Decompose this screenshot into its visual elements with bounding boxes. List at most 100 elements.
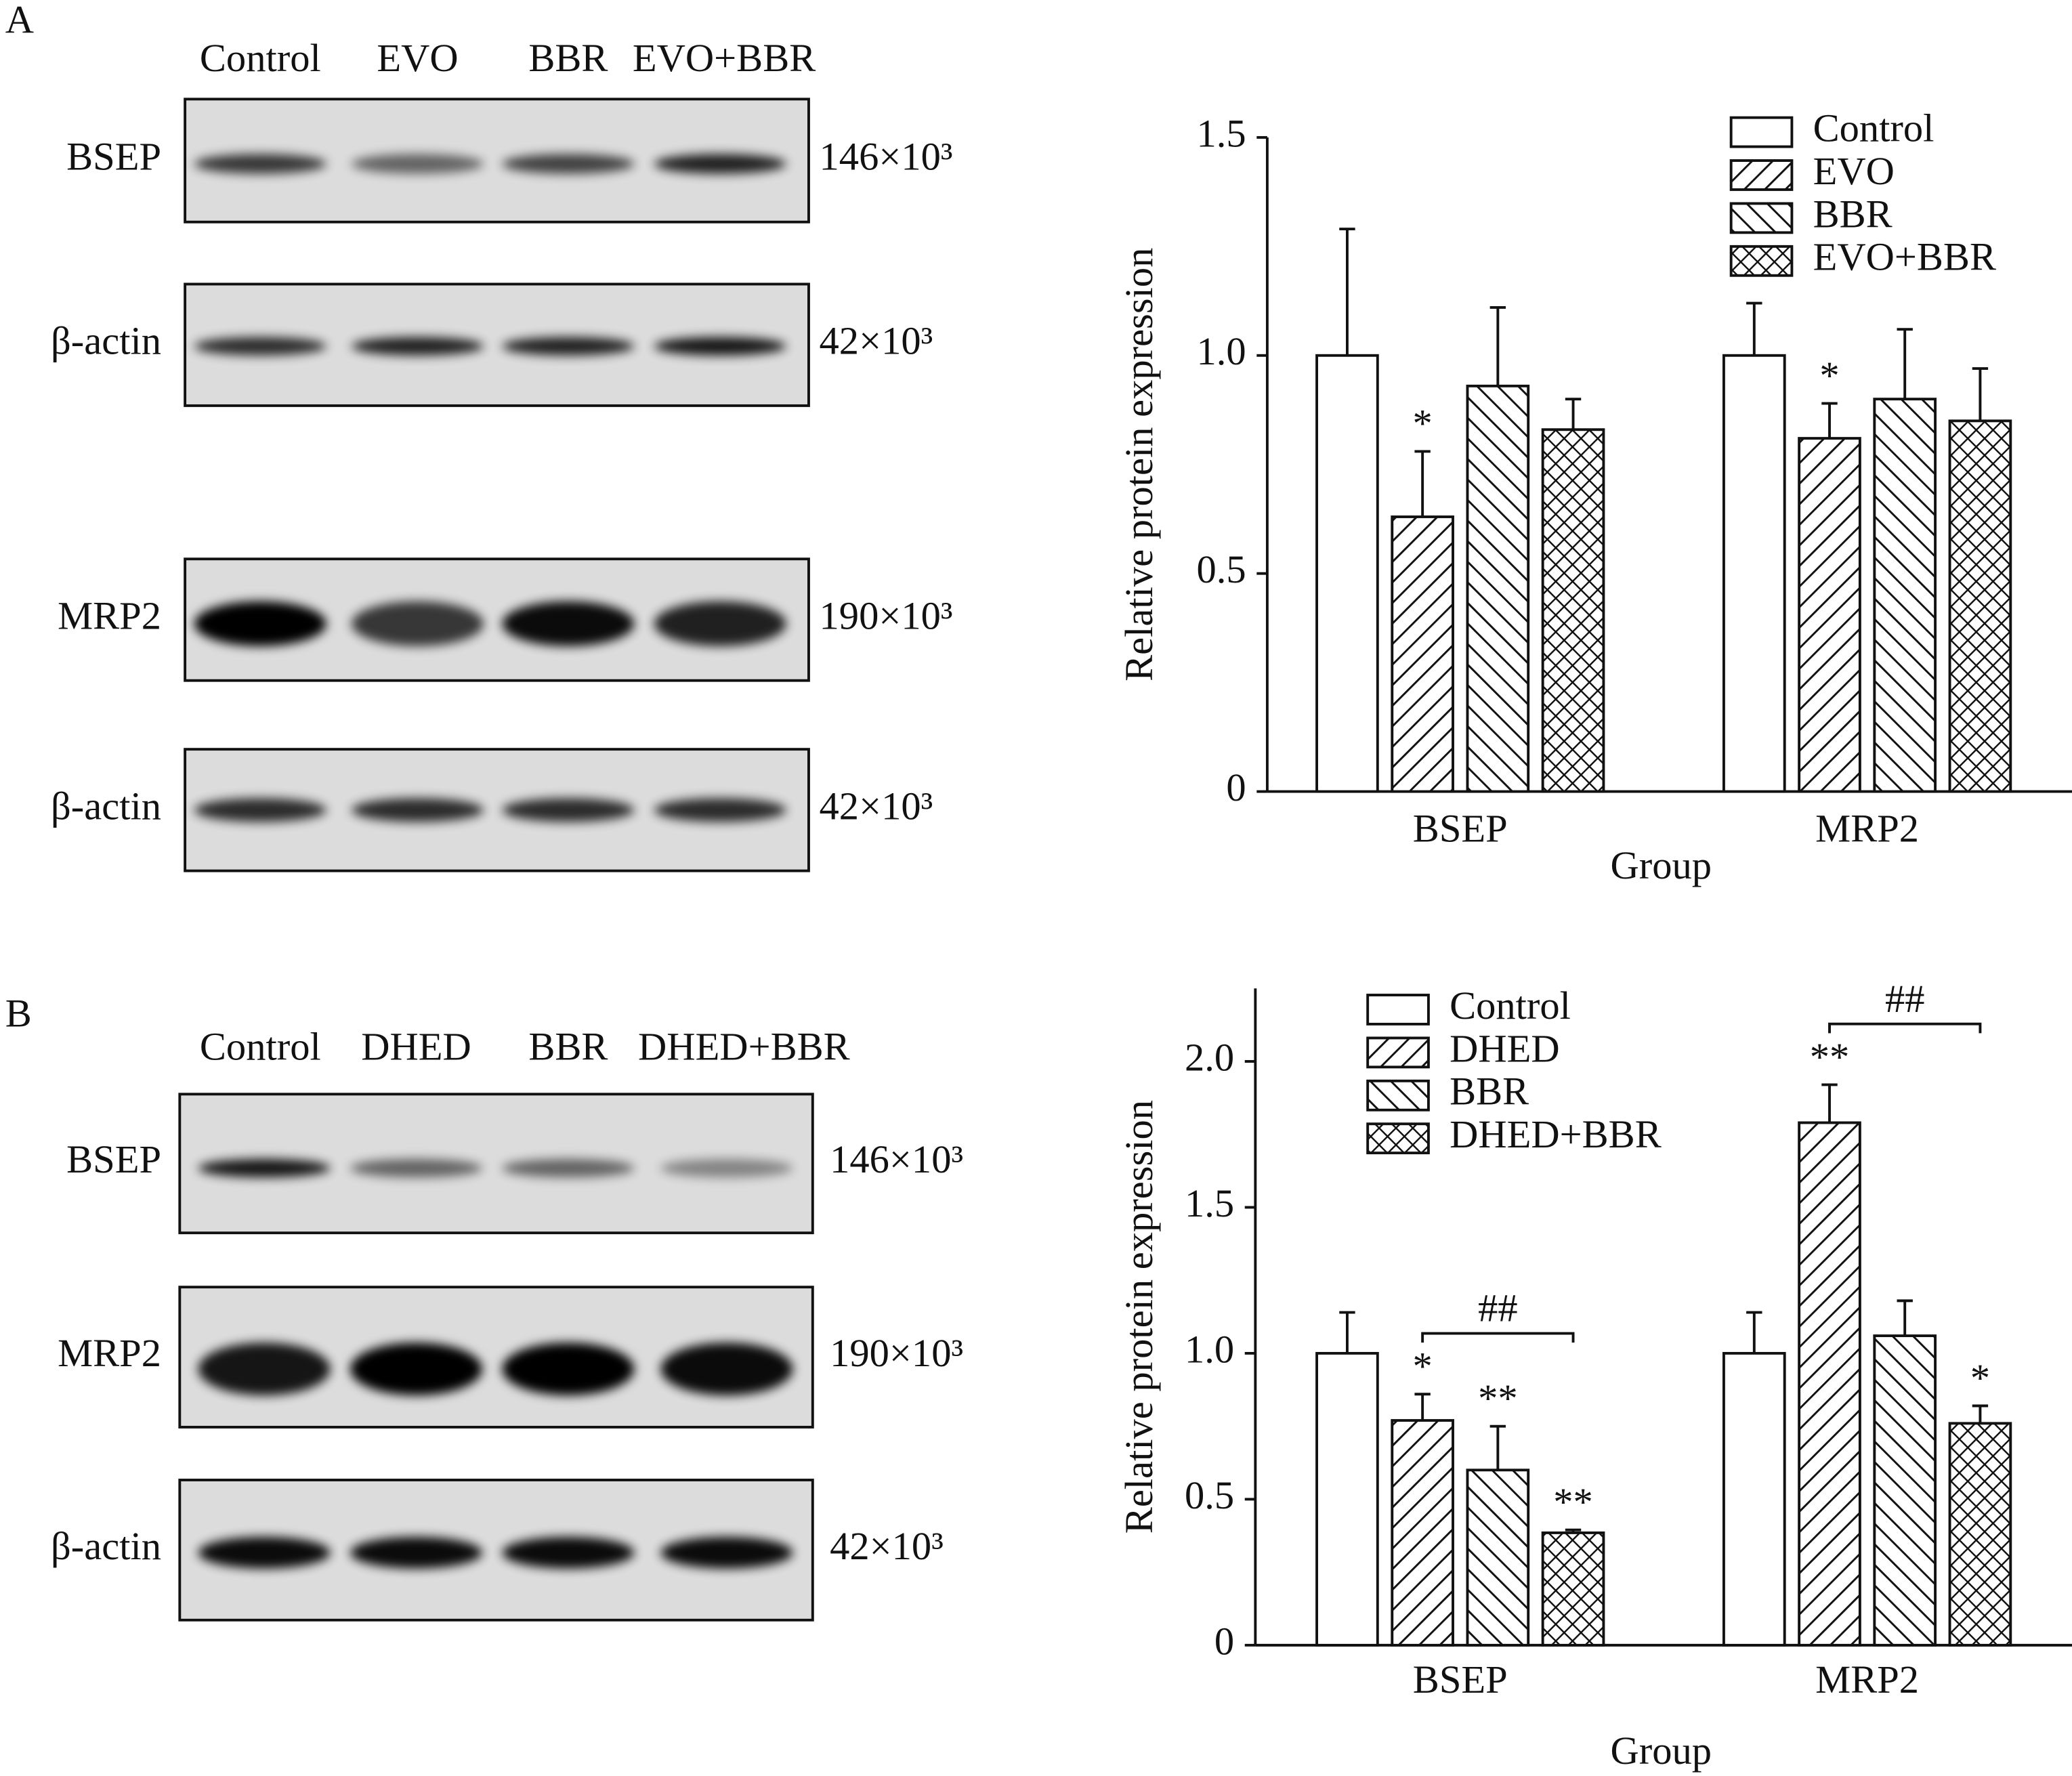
bar [1466, 384, 1530, 793]
size-label: 42×10³ [820, 319, 933, 363]
band [502, 337, 635, 356]
protein-label: BSEP [66, 1137, 161, 1181]
significance-mark: * [1413, 402, 1433, 446]
bracket-label: ## [1478, 1286, 1518, 1330]
legend-swatch [1729, 245, 1794, 277]
band [350, 1536, 483, 1569]
legend-label: EVO+BBR [1813, 235, 1996, 279]
x-tick-label: BSEP [1413, 1657, 1508, 1701]
band [502, 1536, 635, 1569]
bracket [1828, 1022, 1982, 1034]
band [654, 601, 786, 646]
band [502, 1342, 635, 1396]
band [502, 154, 635, 174]
lane-label: DHED [361, 1024, 471, 1068]
y-axis-label: Relative protein expression [1117, 248, 1161, 681]
band [502, 601, 635, 646]
band [194, 337, 326, 356]
significance-mark: * [1819, 354, 1839, 398]
band [351, 601, 484, 646]
protein-label: BSEP [66, 134, 161, 178]
band [660, 1158, 793, 1178]
band [660, 1342, 793, 1396]
bar [1315, 354, 1379, 793]
y-tick-label: 0 [1214, 1619, 1234, 1663]
y-tick-label: 1.5 [1197, 111, 1246, 155]
bar [1541, 1531, 1605, 1647]
lane-label: BBR [528, 36, 608, 80]
protein-label: MRP2 [58, 1331, 161, 1375]
bar [1798, 1121, 1861, 1647]
legend-label: BBR [1450, 1070, 1529, 1114]
bar [1391, 1419, 1454, 1647]
band [654, 337, 786, 356]
legend-label: DHED [1450, 1026, 1560, 1070]
y-tick-label: 1.0 [1197, 329, 1246, 373]
band [351, 798, 484, 822]
bar [1798, 437, 1861, 793]
significance-mark: * [1413, 1345, 1433, 1389]
legend-swatch [1366, 1079, 1430, 1112]
x-axis-label: Group [1611, 1729, 1712, 1773]
legend-label: Control [1813, 106, 1934, 150]
band [198, 1536, 331, 1569]
band [351, 154, 484, 174]
protein-label: MRP2 [58, 593, 161, 637]
y-axis-label: Relative protein expression [1117, 1100, 1161, 1534]
bar [1873, 1334, 1937, 1647]
bar [1722, 354, 1786, 793]
size-label: 42×10³ [830, 1524, 944, 1568]
band [350, 1342, 483, 1396]
size-label: 146×10³ [820, 134, 953, 178]
y-tick-label: 1.5 [1185, 1181, 1234, 1225]
lane-label: Control [200, 1024, 321, 1068]
lane-label: Control [200, 36, 321, 80]
legend-label: EVO [1813, 149, 1895, 193]
significance-mark: ** [1478, 1376, 1518, 1420]
band [198, 1342, 331, 1396]
bar [1541, 428, 1605, 793]
protein-label: β-actin [51, 784, 161, 828]
legend-swatch [1366, 994, 1430, 1026]
lane-label: EVO+BBR [633, 36, 816, 80]
legend-label: Control [1450, 984, 1571, 1028]
y-tick-label: 0 [1226, 765, 1246, 809]
x-axis-label: Group [1611, 843, 1712, 887]
x-tick-label: MRP2 [1815, 1657, 1919, 1701]
lane-label: DHED+BBR [638, 1024, 850, 1068]
y-tick-label: 0.5 [1197, 547, 1246, 591]
band [194, 154, 326, 174]
band [351, 337, 484, 356]
bracket-label: ## [1885, 977, 1925, 1021]
band [502, 1158, 635, 1178]
legend-swatch [1729, 116, 1794, 148]
band [660, 1536, 793, 1569]
size-label: 146×10³ [830, 1137, 963, 1181]
legend-label: DHED+BBR [1450, 1112, 1662, 1156]
legend-swatch [1366, 1036, 1430, 1069]
band [654, 798, 786, 822]
y-tick-label: 2.0 [1185, 1035, 1234, 1079]
bracket [1421, 1332, 1575, 1343]
bar [1948, 1422, 2012, 1647]
band [350, 1158, 483, 1178]
bar [1466, 1468, 1530, 1647]
significance-mark: ** [1810, 1035, 1850, 1079]
bar [1948, 419, 2012, 793]
legend-label: BBR [1813, 192, 1893, 236]
significance-mark: * [1970, 1356, 1990, 1400]
bar [1391, 515, 1454, 793]
y-tick-label: 1.0 [1185, 1327, 1234, 1371]
panel-label: A [5, 0, 34, 42]
band [194, 601, 326, 646]
band [194, 798, 326, 822]
band [198, 1158, 331, 1178]
protein-label: β-actin [51, 1524, 161, 1568]
panel-label: B [5, 992, 32, 1036]
bar [1722, 1351, 1786, 1647]
x-tick-label: MRP2 [1815, 807, 1919, 851]
size-label: 42×10³ [820, 784, 933, 828]
legend-swatch [1366, 1122, 1430, 1155]
legend-swatch [1729, 202, 1794, 234]
